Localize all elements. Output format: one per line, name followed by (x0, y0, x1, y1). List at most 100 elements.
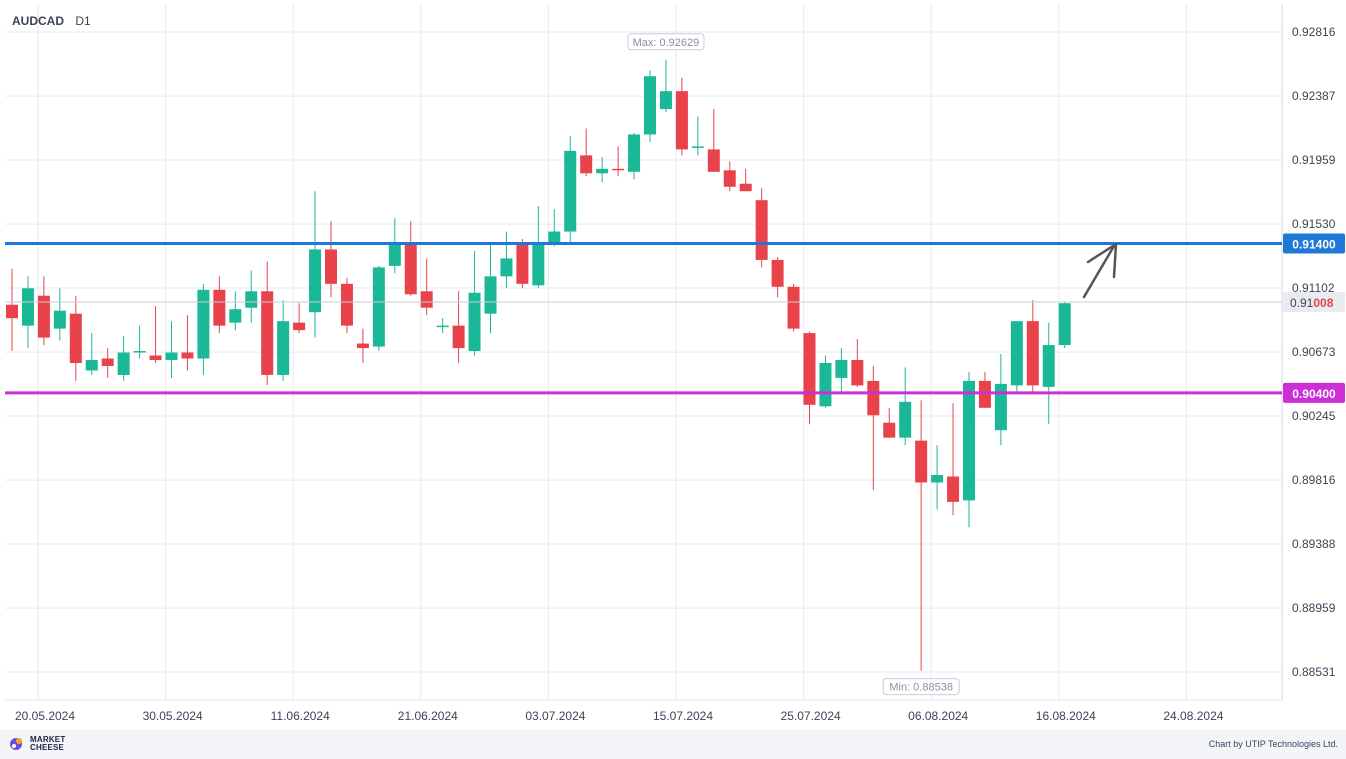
date-tick-label: 15.07.2024 (653, 709, 713, 723)
candle-body (404, 244, 417, 295)
price-levels: 0.91400 0.90400 (5, 233, 1345, 403)
candle-body (101, 358, 114, 366)
axes: 0.92816 0.92387 0.91959 0.91530 0.91102 0.906… (5, 25, 1345, 723)
candle-body (803, 333, 816, 405)
candle-body (659, 91, 672, 110)
candle-body (245, 291, 258, 308)
candle-body (1026, 321, 1039, 386)
min-label-box (882, 678, 960, 696)
date-tick-label: 24.08.2024 (1163, 709, 1223, 723)
candle-body (6, 304, 18, 319)
candle-body (580, 155, 593, 174)
candle-body (213, 289, 226, 326)
candle-body (1042, 345, 1055, 387)
candle-body (994, 383, 1007, 431)
candle-body (867, 380, 880, 416)
price-tick-label: 0.88959 (1292, 601, 1336, 615)
current-price-label: 0.91008 (1290, 296, 1334, 310)
date-tick-label: 16.08.2024 (1036, 709, 1096, 723)
timeframe: D1 (75, 14, 91, 28)
price-tick-label: 0.92387 (1292, 89, 1336, 103)
candle-body (133, 351, 146, 353)
candle-body (420, 291, 433, 308)
date-tick-label: 21.06.2024 (398, 709, 458, 723)
candle-body (277, 321, 290, 375)
candle-body (484, 276, 497, 314)
candle-body (340, 283, 353, 326)
candle-body (181, 352, 194, 359)
trend-arrow (1082, 242, 1118, 299)
candle-body (85, 359, 98, 371)
date-tick-label: 25.07.2024 (781, 709, 841, 723)
cheese-logo-icon (10, 738, 22, 750)
candle-body (356, 343, 369, 349)
credit-text: Chart by UTIP Technologies Ltd. (1208, 739, 1338, 749)
support-tag (1283, 382, 1345, 403)
extreme-labels: Max: 0.92629 Min: 0.88538 (627, 33, 960, 696)
candle-body (165, 352, 178, 360)
price-tick-label: 0.91959 (1292, 153, 1336, 167)
candle-body (53, 310, 66, 329)
date-tick-label: 06.08.2024 (908, 709, 968, 723)
candle-body (1058, 303, 1071, 346)
max-label-box (627, 33, 705, 51)
candle-body (947, 476, 960, 502)
candle-body (261, 291, 274, 375)
price-tick-label: 0.92816 (1292, 25, 1336, 39)
brand-line2: CHEESE (30, 743, 65, 752)
candle-body (771, 259, 784, 287)
chart-grid (5, 4, 1283, 701)
max-label: Max: 0.92629 (633, 37, 700, 49)
candle-body (899, 401, 912, 438)
candle-body (516, 244, 529, 284)
support-label: 0.90400 (1292, 387, 1336, 401)
candle-body (931, 474, 944, 483)
candle-body (436, 325, 449, 328)
candle-body (468, 292, 481, 352)
candle-body (707, 149, 720, 172)
candle-body (691, 146, 704, 148)
candle-body (293, 322, 306, 331)
min-label: Min: 0.88538 (889, 682, 953, 694)
candle-body (21, 288, 34, 326)
candle-body (963, 380, 975, 501)
current-price-tag (1283, 292, 1345, 313)
candle-body (548, 231, 561, 244)
candle-body (628, 134, 641, 172)
candle-body (532, 243, 545, 286)
candle-body (149, 355, 162, 360)
candle-body (755, 200, 768, 260)
candle-body (723, 170, 736, 187)
candle-body (325, 249, 337, 284)
candle-body (500, 258, 513, 277)
brand-line1: MARKET (30, 735, 66, 744)
candle-body (229, 309, 242, 323)
candle-body (388, 243, 401, 266)
candle-body (37, 295, 50, 338)
resistance-tag (1283, 233, 1345, 254)
candle-body (819, 362, 832, 407)
arrow-shaft (1082, 244, 1116, 299)
candle-body (675, 91, 688, 150)
symbol-name: AUDCAD (12, 14, 64, 28)
price-tick-label: 0.90245 (1292, 409, 1336, 423)
footer-bar (0, 730, 1346, 759)
candle-body (644, 76, 656, 135)
date-tick-label: 30.05.2024 (143, 709, 203, 723)
date-tick-label: 03.07.2024 (525, 709, 585, 723)
candle-body (835, 359, 848, 378)
candle-body (69, 313, 82, 363)
date-tick-label: 20.05.2024 (15, 709, 75, 723)
candle-body (117, 352, 130, 375)
candle-body (739, 183, 752, 192)
candle-body (883, 422, 896, 438)
price-tick-label: 0.89816 (1292, 473, 1336, 487)
brand-logo: MARKET CHEESE (8, 736, 65, 752)
candle-body (1010, 321, 1023, 386)
candlestick-chart: 0.91400 0.90400 0.92816 0.92387 0.91959 0.91… (5, 4, 1345, 723)
candle-body (915, 440, 928, 483)
price-tick-label: 0.88531 (1292, 665, 1336, 679)
candle-body (372, 267, 385, 347)
candle-body (452, 325, 465, 349)
candle-body (564, 150, 577, 232)
